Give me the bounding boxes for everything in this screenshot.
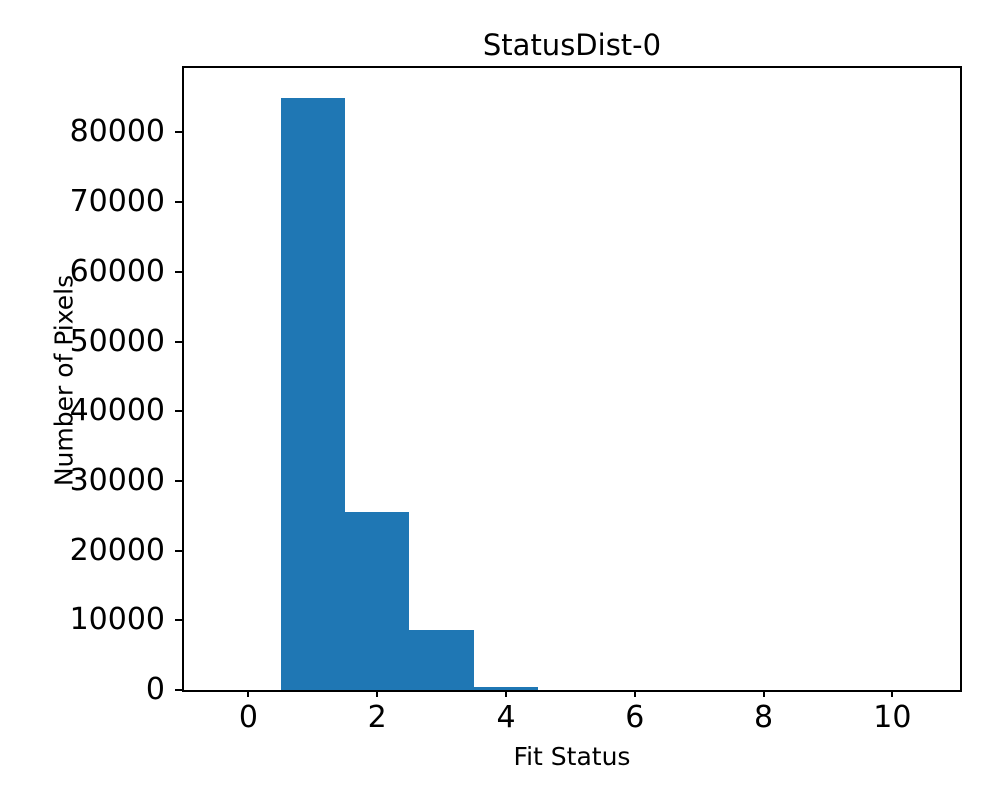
- x-axis-tick: [247, 690, 250, 697]
- y-tick-label: 20000: [69, 532, 165, 568]
- x-tick-label: 10: [873, 700, 912, 735]
- histogram-bar: [280, 97, 345, 690]
- x-axis-tick: [504, 690, 507, 697]
- y-axis-tick: [175, 619, 182, 622]
- y-tick-label: 10000: [69, 602, 165, 638]
- y-tick-label: 80000: [69, 114, 165, 150]
- x-tick-label: 8: [754, 700, 774, 735]
- x-axis-tick: [891, 690, 894, 697]
- y-tick-label: 70000: [69, 184, 165, 220]
- x-axis-tick: [633, 690, 636, 697]
- histogram-bar: [409, 630, 474, 690]
- y-axis-tick: [175, 689, 182, 691]
- y-tick-label: 40000: [69, 393, 165, 429]
- y-axis-tick: [175, 410, 182, 413]
- plot-area: [182, 66, 962, 692]
- x-tick-label: 6: [625, 700, 645, 735]
- y-axis-tick: [175, 340, 182, 343]
- histogram-bar: [473, 687, 539, 690]
- y-tick-label: 0: [145, 672, 165, 707]
- y-axis-tick: [175, 549, 182, 552]
- y-axis-tick: [175, 131, 182, 134]
- y-tick-label: 60000: [69, 253, 165, 289]
- y-axis-tick: [175, 270, 182, 273]
- x-tick-label: 0: [238, 700, 258, 735]
- histogram-bar: [344, 512, 410, 690]
- x-axis-label: Fit Status: [513, 742, 631, 771]
- x-axis-tick: [762, 690, 765, 697]
- y-tick-label: 50000: [69, 323, 165, 359]
- x-axis-tick: [376, 690, 379, 697]
- y-axis-tick: [175, 201, 182, 204]
- y-axis-tick: [175, 479, 182, 482]
- x-tick-label: 2: [367, 700, 387, 735]
- chart-title: StatusDist-0: [482, 28, 662, 62]
- y-tick-label: 30000: [69, 462, 165, 498]
- x-tick-label: 4: [496, 700, 516, 735]
